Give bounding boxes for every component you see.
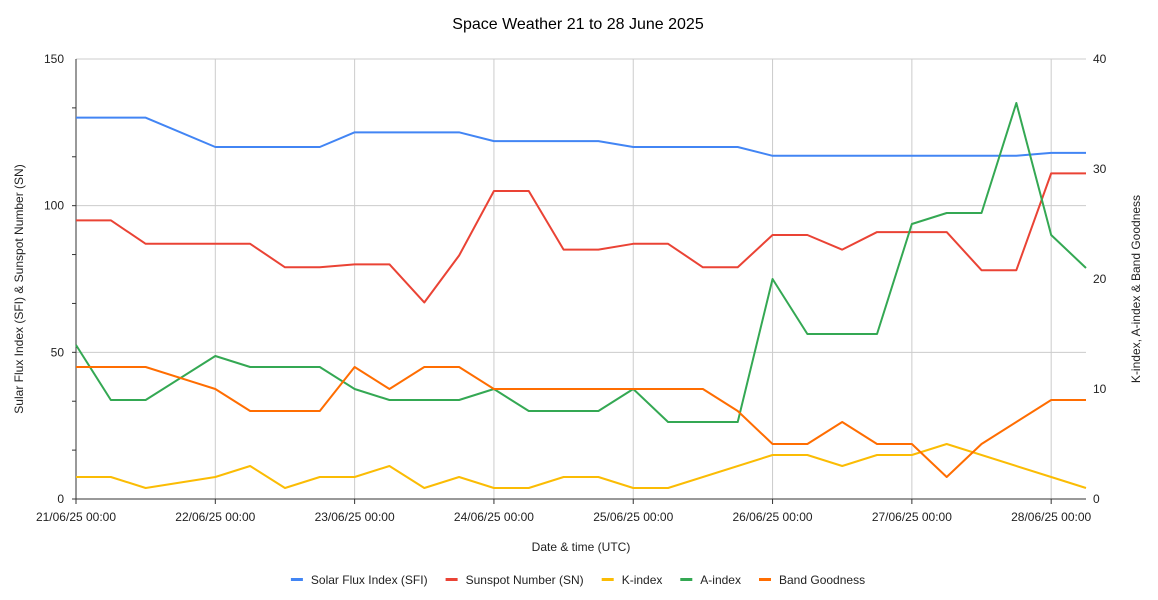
x-axis-label: Date & time (UTC) (532, 540, 631, 554)
legend-swatch (601, 578, 614, 581)
legend-swatch (680, 578, 693, 581)
y-right-tick-label: 20 (1093, 272, 1107, 286)
x-tick-label: 27/06/25 00:00 (872, 510, 952, 524)
legend-swatch (445, 578, 458, 581)
series-line-2 (76, 172, 1086, 304)
legend-item: Band Goodness (759, 573, 865, 587)
tick-labels: 0 50 100 150 0 10 20 30 40 21/06/25 00:00 22/06/25… (36, 52, 1107, 524)
y-left-tick-label: 100 (44, 199, 64, 213)
series-line-5 (76, 366, 1086, 478)
legend-item: Sunspot Number (SN) (445, 573, 584, 587)
y-right-tick-label: 10 (1093, 382, 1107, 396)
series-layer (75, 102, 1087, 489)
legend: Solar Flux Index (SFI) Sunspot Number (SN… (290, 573, 865, 587)
y-left-tick-label: 0 (57, 492, 64, 506)
legend-label: Band Goodness (779, 573, 865, 587)
x-tick-label: 28/06/25 00:00 (1011, 510, 1091, 524)
y-right-tick-label: 0 (1093, 492, 1100, 506)
y-right-tick-label: 40 (1093, 52, 1107, 66)
x-tick-label: 26/06/25 00:00 (733, 510, 813, 524)
y-axis-left-label: Sular Flux Index (SFI) & Sunspot Number … (12, 164, 26, 413)
chart-title: Space Weather 21 to 28 June 2025 (452, 16, 704, 33)
legend-item: K-index (601, 573, 663, 587)
x-tick-label: 21/06/25 00:00 (36, 510, 116, 524)
legend-label: K-index (622, 573, 663, 587)
legend-swatch (290, 578, 303, 581)
y-axis-right-label: K-index, A-index & Band Goodness (1129, 195, 1143, 383)
series-line-4 (75, 102, 1087, 423)
x-tick-label: 22/06/25 00:00 (175, 510, 255, 524)
legend-item: Solar Flux Index (SFI) (290, 573, 428, 587)
legend-swatch (759, 578, 771, 581)
y-right-tick-label: 30 (1093, 162, 1107, 176)
x-tick-label: 23/06/25 00:00 (315, 510, 395, 524)
axes (72, 59, 1086, 504)
legend-label: A-index (700, 573, 741, 587)
legend-label: Sunspot Number (SN) (466, 573, 584, 587)
x-tick-label: 24/06/25 00:00 (454, 510, 534, 524)
gridlines (76, 58, 1086, 499)
y-left-tick-label: 150 (44, 52, 64, 66)
legend-item: A-index (680, 573, 741, 587)
series-line-1 (76, 116, 1086, 157)
x-tick-label: 25/06/25 00:00 (593, 510, 673, 524)
y-left-tick-label: 50 (51, 345, 65, 359)
series-line-3 (76, 443, 1087, 489)
legend-label: Solar Flux Index (SFI) (311, 573, 428, 587)
